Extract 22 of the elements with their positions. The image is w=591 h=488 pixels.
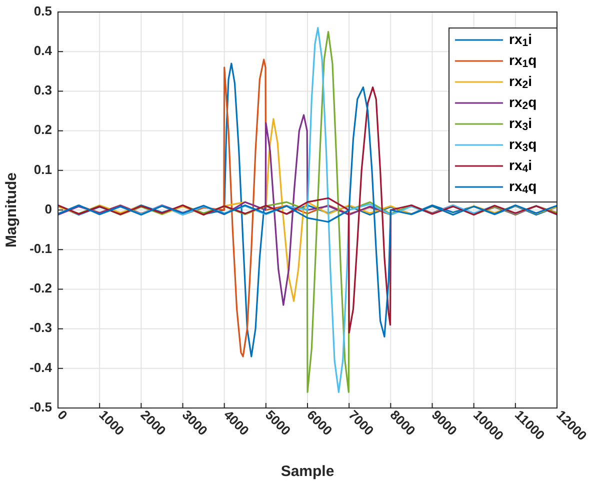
legend-label: rx$_{1}$q [509, 52, 537, 70]
legend-label: rx$_{3}$q [509, 136, 537, 154]
y-tick-label: -0.2 [30, 280, 52, 296]
x-tick-label: 0 [54, 407, 70, 423]
y-tick-label: 0.1 [34, 162, 52, 177]
y-tick-label: 0.4 [34, 43, 53, 58]
legend-label: rx$_{1}$i [509, 30, 532, 50]
y-tick-label: -0.4 [30, 360, 53, 375]
y-tick-label: 0 [44, 201, 52, 216]
legend-label: rx$_{2}$i [509, 72, 532, 92]
legend-label: rx$_{2}$q [509, 94, 537, 112]
legend-label: rx$_{4}$q [509, 178, 537, 196]
y-tick-label: -0.3 [30, 320, 52, 336]
legend-label: rx$_{4}$i [509, 156, 532, 176]
y-tick-label: 0.3 [34, 82, 52, 98]
y-tick-label: -0.5 [30, 399, 52, 414]
y-tick-label: -0.1 [30, 241, 52, 256]
legend-label: rx$_{3}$i [509, 114, 532, 134]
y-tick-label: 0.2 [34, 122, 52, 138]
y-tick-label: 0.5 [34, 3, 52, 18]
x-axis-title: Sample [280, 463, 334, 480]
y-axis-title: Magnitude [3, 172, 20, 248]
